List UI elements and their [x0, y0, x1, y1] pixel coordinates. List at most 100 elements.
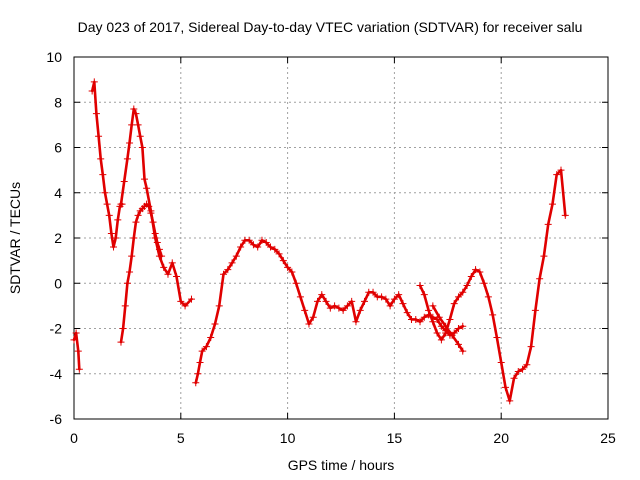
data-point: [435, 313, 443, 321]
data-point: [110, 243, 118, 251]
y-tick-label: -6: [50, 411, 63, 427]
data-point: [493, 334, 501, 342]
series-seg5: [192, 236, 467, 387]
data-point: [120, 177, 128, 185]
data-point: [207, 334, 215, 342]
data-point: [192, 379, 200, 387]
data-point: [198, 347, 206, 355]
x-tick-label: 0: [70, 430, 78, 446]
data-point: [196, 358, 204, 366]
data-point: [382, 295, 390, 303]
data-point: [390, 295, 398, 303]
y-tick-label: 4: [54, 185, 62, 201]
data-point: [467, 272, 475, 280]
data-point: [523, 361, 531, 369]
x-tick-label: 5: [177, 430, 185, 446]
data-point: [514, 367, 522, 375]
data-point: [553, 171, 561, 179]
data-point: [224, 266, 232, 274]
data-point: [536, 275, 544, 283]
data-point: [168, 259, 176, 267]
y-tick-label: 2: [54, 230, 62, 246]
data-point: [275, 250, 283, 258]
data-point: [360, 297, 368, 305]
data-point: [258, 236, 266, 244]
data-point: [454, 325, 462, 332]
data-point: [369, 288, 377, 296]
y-tick-label: -4: [50, 366, 63, 382]
data-point: [420, 313, 428, 321]
data-point: [450, 300, 458, 308]
data-point: [506, 397, 514, 405]
data-point: [395, 291, 403, 299]
data-point: [331, 302, 339, 310]
x-tick-label: 15: [387, 430, 403, 446]
data-point: [114, 216, 122, 224]
series-seg6: [416, 166, 569, 405]
data-point: [472, 266, 480, 274]
data-point: [237, 243, 245, 251]
data-point: [305, 320, 313, 328]
grid-lines: [74, 57, 608, 419]
data-point: [70, 336, 78, 344]
data-point: [138, 144, 146, 151]
y-axis-label: SDTVAR / TECUs: [7, 182, 23, 294]
data-point: [446, 315, 454, 323]
x-axis-label: GPS time / hours: [288, 457, 395, 473]
data-point: [249, 241, 257, 249]
data-point: [126, 268, 134, 276]
data-point: [318, 291, 326, 299]
data-point: [484, 293, 492, 301]
data-point: [322, 297, 330, 305]
data-point: [228, 259, 236, 267]
data-point: [314, 297, 322, 305]
data-point: [437, 336, 445, 344]
data-point: [119, 325, 127, 332]
series-line: [119, 202, 163, 344]
data-point: [399, 300, 407, 308]
data-point: [476, 268, 484, 276]
data-point: [454, 293, 462, 301]
data-point: [448, 331, 456, 339]
data-point: [155, 252, 163, 260]
data-point: [348, 297, 356, 305]
data-point: [97, 155, 105, 163]
series-line: [72, 331, 81, 371]
data-point: [128, 252, 136, 260]
series-seg2: [88, 78, 126, 251]
data-point: [134, 121, 142, 129]
data-point: [132, 110, 140, 118]
data-point: [433, 329, 441, 337]
data-point: [99, 171, 107, 179]
series-seg1: [70, 329, 83, 373]
data-point: [420, 291, 428, 299]
y-tick-label: 8: [54, 94, 62, 110]
data-point: [480, 279, 488, 287]
data-point: [126, 139, 134, 147]
data-point: [292, 279, 300, 287]
data-point: [143, 184, 151, 192]
data-point: [425, 306, 433, 314]
data-point: [489, 311, 497, 319]
data-point: [284, 263, 292, 271]
data-point: [271, 245, 279, 253]
data-point: [105, 211, 113, 219]
data-point: [301, 306, 309, 314]
data-point: [215, 302, 223, 310]
data-point: [254, 243, 262, 251]
data-point: [356, 306, 364, 314]
data-point: [177, 297, 185, 305]
y-tick-label: 6: [54, 140, 62, 156]
series-line: [418, 168, 567, 403]
data-point: [403, 309, 411, 317]
data-point: [548, 200, 556, 208]
data-point: [173, 272, 181, 280]
data-point: [117, 200, 125, 208]
data-point: [262, 239, 270, 247]
chart-title: Day 023 of 2017, Sidereal Day-to-day VTE…: [78, 19, 583, 35]
data-point: [296, 293, 304, 301]
series-line: [431, 304, 465, 353]
data-point: [459, 347, 467, 355]
series-seg7: [429, 302, 467, 355]
